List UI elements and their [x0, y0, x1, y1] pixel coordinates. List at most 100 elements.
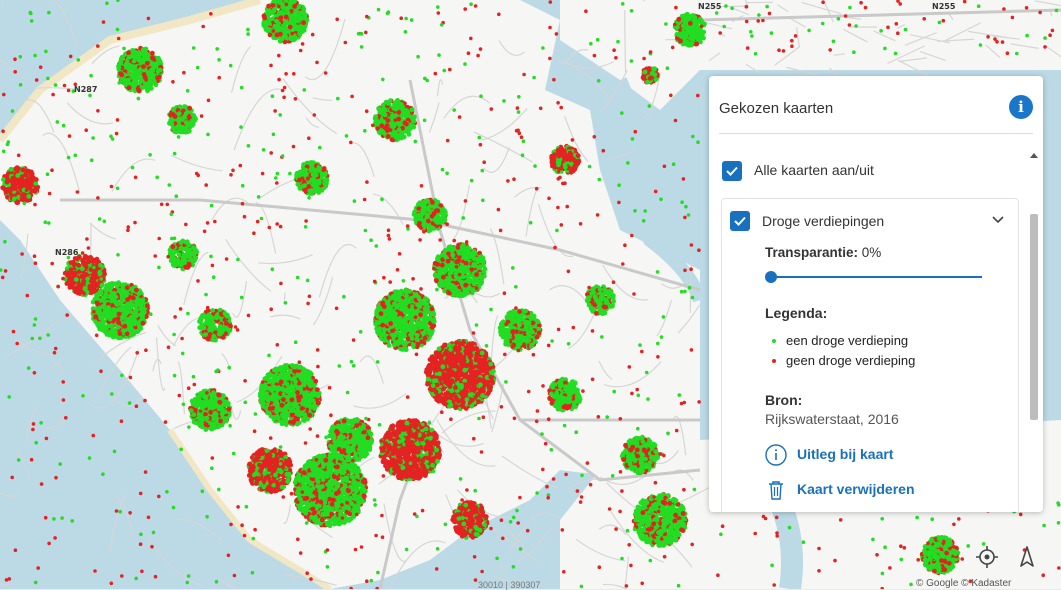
building-dot	[430, 200, 435, 205]
building-dot	[474, 272, 479, 277]
building-dot	[145, 83, 150, 88]
building-dot	[263, 20, 268, 25]
building-dot	[448, 244, 453, 249]
building-dot	[133, 79, 138, 84]
building-dot	[426, 219, 431, 224]
building-dot	[298, 186, 303, 191]
building-dot	[422, 202, 427, 207]
building-dot	[301, 7, 306, 12]
building-dot	[116, 320, 121, 325]
building-dot	[473, 277, 478, 282]
building-dot	[211, 337, 216, 342]
building-dot	[440, 219, 445, 224]
building-dot	[302, 183, 307, 188]
building-dot	[297, 26, 302, 31]
building-dot	[482, 274, 487, 279]
building-dot	[141, 321, 146, 326]
building-dot	[145, 88, 150, 93]
building-dot	[145, 303, 150, 308]
building-dot	[150, 51, 155, 56]
building-dot	[129, 325, 134, 330]
building-dot	[410, 107, 415, 112]
building-dot	[228, 323, 233, 328]
building-dot	[283, 34, 288, 39]
building-dot	[133, 304, 138, 309]
building-dot	[202, 325, 207, 330]
building-dot	[83, 254, 88, 259]
building-dot	[137, 89, 142, 94]
building-dot	[153, 64, 158, 69]
building-dot	[277, 11, 282, 16]
building-dot	[15, 200, 20, 205]
building-dot	[264, 25, 269, 30]
building-dot	[76, 263, 81, 268]
building-dot	[439, 281, 444, 286]
building-dot	[211, 326, 216, 331]
building-dot	[457, 251, 462, 256]
building-dot	[198, 318, 203, 323]
building-dot	[283, 5, 288, 10]
building-dot	[324, 179, 329, 184]
building-dot	[89, 279, 94, 284]
building-dot	[399, 102, 404, 107]
building-dot	[440, 211, 445, 216]
building-dot	[134, 288, 139, 293]
building-dot	[403, 110, 408, 115]
building-dot	[126, 78, 131, 83]
building-dot	[101, 304, 106, 309]
building-dot	[386, 134, 391, 139]
building-dot	[303, 188, 308, 193]
building-dot	[292, 4, 297, 9]
building-dot	[98, 271, 103, 276]
building-dot	[373, 114, 378, 119]
building-dot	[456, 293, 461, 298]
building-dot	[108, 317, 113, 322]
building-dot	[390, 113, 395, 118]
building-dot	[435, 262, 440, 267]
building-dot	[15, 165, 20, 170]
building-dot	[184, 111, 189, 116]
building-dot	[386, 118, 391, 123]
building-dot	[432, 211, 437, 216]
building-dot	[112, 291, 117, 296]
building-dot	[441, 275, 446, 280]
building-dot	[129, 333, 134, 338]
building-dot	[390, 137, 395, 142]
building-dot	[112, 328, 117, 333]
building-dot	[306, 184, 311, 189]
building-dot	[472, 282, 477, 287]
building-dot	[117, 65, 122, 70]
building-dot	[203, 332, 208, 337]
building-dot	[210, 308, 215, 313]
building-dot	[28, 176, 33, 181]
building-dot	[141, 311, 146, 316]
building-dot	[443, 255, 448, 260]
building-dot	[313, 185, 318, 190]
building-dot	[289, 16, 294, 21]
building-dot	[106, 305, 111, 310]
building-dot	[125, 297, 130, 302]
building-dot	[100, 283, 105, 288]
building-dot	[286, 10, 291, 15]
building-dot	[72, 286, 77, 291]
building-dot	[121, 285, 126, 290]
building-dot	[171, 244, 176, 249]
building-dot	[20, 193, 25, 198]
building-dot	[26, 194, 31, 199]
building-dot	[141, 297, 146, 302]
building-dot	[21, 168, 26, 173]
building-dot	[29, 170, 34, 175]
building-dot	[117, 312, 122, 317]
building-dot	[435, 200, 440, 205]
building-dot	[179, 262, 184, 267]
building-dot	[104, 292, 109, 297]
building-dot	[465, 289, 470, 294]
building-dot	[456, 245, 461, 250]
building-dot	[308, 189, 313, 194]
building-dot	[124, 63, 129, 68]
building-dot	[383, 112, 388, 117]
building-dot	[309, 168, 314, 173]
building-dot	[414, 216, 419, 221]
building-dot	[34, 186, 39, 191]
building-dot	[129, 65, 134, 70]
